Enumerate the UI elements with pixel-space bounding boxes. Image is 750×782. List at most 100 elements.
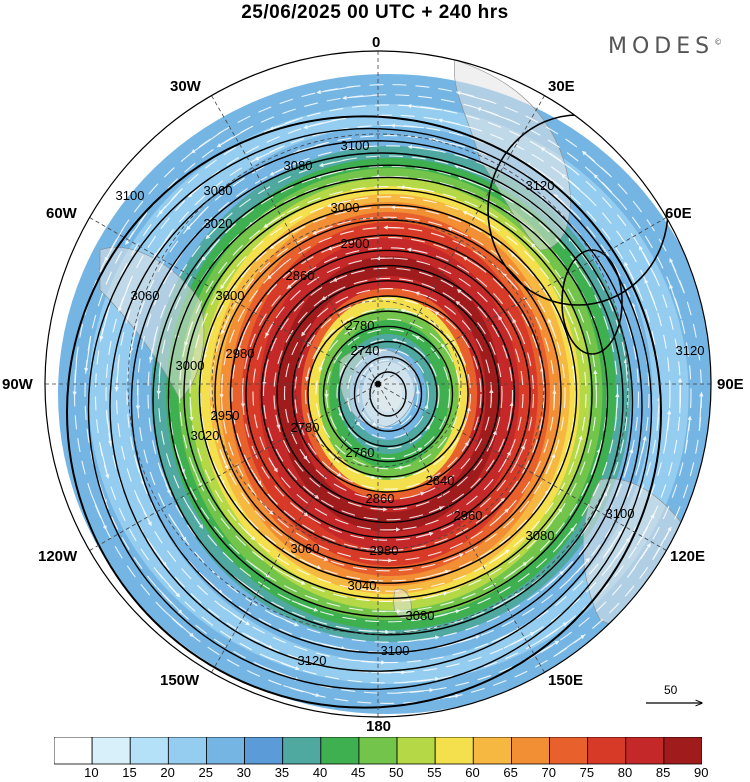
streamline-arrow — [572, 259, 589, 284]
colorbar-swatch — [282, 737, 322, 765]
reference-vector-arrow — [646, 696, 706, 710]
contour-line — [167, 176, 609, 618]
streamline — [336, 339, 440, 449]
streamline-arrow — [306, 488, 320, 499]
brand-mark: © — [714, 37, 723, 47]
streamline-arrow — [574, 435, 583, 459]
pole-marker — [375, 381, 381, 387]
contour-label: 3060 — [204, 183, 233, 198]
contour-line — [245, 249, 531, 539]
contour-label: 3040 — [348, 578, 377, 593]
streamline-arrow — [286, 276, 302, 289]
streamline-arrow — [299, 558, 322, 569]
streamline-arrow — [352, 659, 386, 665]
streamline-arrow — [189, 396, 194, 422]
streamline-arrow — [213, 463, 225, 486]
streamline-arrow — [656, 396, 662, 430]
streamline-arrow — [466, 406, 471, 418]
streamline-arrow — [637, 435, 647, 468]
colorbar-label: 45 — [350, 765, 366, 780]
contour-line — [291, 295, 485, 493]
streamline-arrow — [316, 85, 355, 95]
streamline-arrow — [219, 377, 224, 399]
streamline-arrow — [422, 591, 449, 600]
contour-label: 3020 — [191, 428, 220, 443]
streamline-arrow — [305, 370, 310, 382]
streamline-arrow — [312, 225, 333, 235]
streamline-arrow — [562, 301, 574, 325]
longitude-label: 150W — [160, 672, 200, 689]
streamline — [210, 216, 566, 572]
contour-line — [214, 219, 562, 569]
streamline-arrow — [502, 450, 511, 467]
streamline-arrow — [396, 687, 434, 694]
streamline-arrow — [403, 676, 440, 684]
streamline-arrow — [623, 448, 634, 478]
streamline-arrow — [331, 469, 342, 477]
streamline-arrow — [406, 247, 425, 254]
longitude-label: 120W — [38, 548, 78, 565]
streamline-arrow — [201, 238, 221, 262]
streamline-arrow — [490, 497, 505, 512]
contour-label: 2950 — [211, 408, 240, 423]
colorbar — [54, 737, 702, 765]
longitude-label: 90E — [717, 376, 744, 393]
latitude-circle — [127, 133, 629, 635]
contour-label: 2780 — [346, 318, 375, 333]
streamline-arrow — [326, 199, 352, 208]
streamline-arrow — [408, 635, 440, 642]
contour-line — [66, 115, 662, 709]
streamline-arrow — [156, 570, 181, 598]
streamline-arrow — [248, 561, 271, 578]
contour-label: 2860 — [286, 268, 315, 283]
streamline-arrow — [263, 213, 286, 228]
streamline-arrow — [539, 366, 545, 387]
longitude-label: 180 — [366, 718, 392, 735]
colorbar-swatch — [625, 737, 665, 765]
streamline-arrow — [156, 367, 161, 396]
streamline-arrow — [492, 593, 520, 609]
contour-label: 3080 — [284, 158, 313, 173]
streamline-arrow — [443, 553, 464, 563]
streamline-arrow — [684, 415, 692, 453]
streamline-arrow — [338, 410, 343, 418]
streamline-arrow — [314, 641, 346, 651]
streamline-arrow — [266, 656, 300, 671]
streamline-arrow — [105, 411, 113, 446]
streamline-arrow — [412, 491, 426, 497]
streamline-arrow — [415, 531, 434, 539]
streamline — [262, 267, 514, 521]
colorbar-label: 50 — [389, 765, 404, 780]
streamline-arrow — [303, 119, 338, 130]
streamline-arrow — [169, 515, 187, 542]
streamline-arrow — [540, 570, 564, 592]
streamline-arrow — [505, 561, 528, 579]
contour-label: 2980 — [370, 543, 399, 558]
colorbar-label: 20 — [160, 765, 175, 780]
streamline-arrow — [434, 311, 445, 319]
colorbar-swatch — [396, 737, 436, 765]
streamline-arrow — [535, 489, 550, 510]
streamline-arrow — [146, 538, 167, 567]
colorbar-swatch — [129, 737, 169, 765]
streamline-arrow — [591, 448, 601, 475]
streamline-arrow — [664, 409, 672, 445]
streamline-arrow — [220, 314, 231, 335]
reference-vector-label: 50 — [664, 683, 678, 697]
streamline-arrow — [509, 401, 514, 418]
south-america-land — [99, 247, 205, 401]
contour-label: 3060 — [291, 541, 320, 556]
colorbar-label: 10 — [84, 765, 99, 780]
streamline-arrow — [332, 274, 348, 282]
contour-line — [183, 188, 593, 600]
brand-name: MODES — [608, 34, 715, 59]
contour-label: 3080 — [526, 528, 555, 543]
streamline-arrow — [356, 588, 381, 593]
contour-line — [130, 152, 634, 654]
streamline-arrow — [299, 448, 308, 461]
longitude-label: 90W — [2, 376, 33, 393]
streamline-arrow — [414, 291, 428, 298]
streamline-arrow — [72, 358, 78, 396]
streamline-arrow — [462, 256, 480, 268]
